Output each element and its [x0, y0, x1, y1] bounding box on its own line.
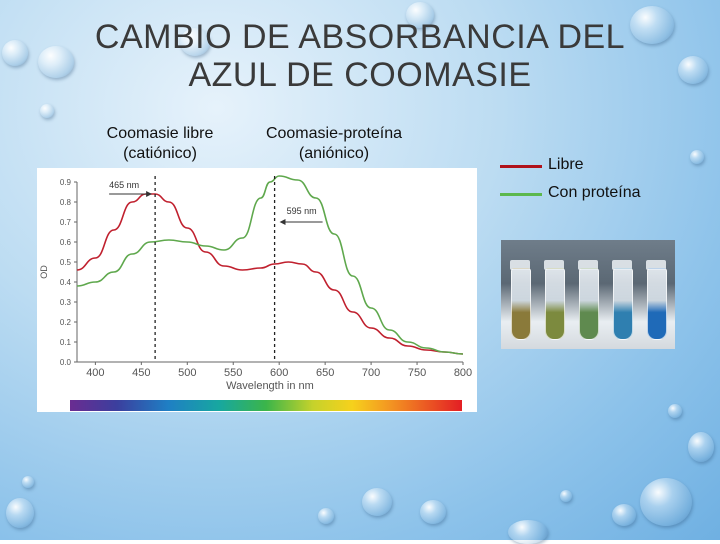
visible-spectrum-bar: [70, 400, 462, 411]
cuvette: [579, 268, 599, 340]
water-drop: [668, 404, 682, 418]
x-tick-label: 800: [454, 367, 472, 379]
label-free-coomassie: Coomasie libre (catiónico): [80, 124, 240, 164]
cuvette: [511, 268, 531, 340]
y-tick-label: 0.6: [60, 238, 72, 247]
x-tick-label: 700: [362, 367, 380, 379]
cuvette-cap: [510, 260, 530, 270]
water-drop: [678, 56, 708, 84]
x-tick-label: 500: [178, 367, 196, 379]
title-line-1: CAMBIO DE ABSORBANCIA DEL: [94, 18, 626, 56]
x-tick-label: 650: [316, 367, 334, 379]
water-drop: [612, 504, 636, 526]
water-drop: [38, 46, 74, 78]
cuvette: [647, 268, 667, 340]
water-drop: [40, 104, 54, 118]
label-free-line-2: (catiónico): [123, 145, 197, 162]
cuvette: [545, 268, 565, 340]
y-tick-label: 0.5: [60, 258, 72, 267]
y-tick-label: 0.1: [60, 338, 72, 347]
label-protein-coomassie: Coomasie-proteína (aniónico): [244, 124, 424, 164]
water-drop: [6, 498, 34, 528]
water-drop: [690, 150, 704, 164]
water-drop: [22, 476, 34, 488]
series-line-1: [76, 175, 464, 355]
water-drop: [508, 520, 548, 544]
cuvette-cap: [612, 260, 632, 270]
water-drop: [688, 432, 714, 462]
cuvettes-photo: [501, 240, 675, 349]
y-axis-label: OD: [39, 265, 49, 279]
water-drop: [362, 488, 392, 516]
absorbance-chart-svg: 0.0 0.1 0.2 0.3 0.4 0.5 0.6 0.7 0.8 0.9 400 450 500 5…: [39, 175, 472, 411]
slide-title: CAMBIO DE ABSORBANCIA DEL AZUL DE COOMAS…: [40, 18, 680, 94]
water-drop: [420, 500, 446, 524]
x-tick-label: 400: [86, 367, 104, 379]
water-drop: [180, 28, 210, 56]
water-drop: [630, 6, 674, 44]
x-tick-label: 450: [132, 367, 150, 379]
y-tick-label: 0.3: [60, 298, 72, 307]
legend-swatch-con-proteina: [500, 193, 542, 196]
y-tick-label: 0.4: [60, 278, 72, 287]
x-axis-label: Wavelength in nm: [226, 380, 314, 392]
legend-swatch-libre: [500, 165, 542, 168]
x-tick-label: 550: [224, 367, 242, 379]
peak-label-0: 465 nm: [109, 180, 139, 190]
cuvette-cap: [646, 260, 666, 270]
cuvette: [613, 268, 633, 340]
water-drop: [640, 478, 692, 526]
y-tick-label: 0.2: [60, 318, 72, 327]
water-drop: [560, 490, 572, 502]
label-protein-line-2: (aniónico): [298, 145, 370, 162]
y-tick-label: 0.8: [60, 198, 72, 207]
water-drop: [318, 508, 334, 524]
legend-label-con-proteina: Con proteína: [548, 184, 641, 201]
series-line-0: [76, 193, 464, 355]
x-tick-label: 600: [270, 367, 288, 379]
y-tick-label: 0.7: [60, 218, 72, 227]
label-free-line-1: Coomasie libre: [106, 125, 214, 142]
x-tick-label: 750: [408, 367, 426, 379]
y-tick-label: 0.9: [60, 178, 72, 187]
title-line-2: AZUL DE COOMASIE: [188, 56, 532, 94]
water-drop: [2, 40, 28, 66]
cuvette-cap: [544, 260, 564, 270]
legend-label-libre: Libre: [548, 156, 584, 173]
peak-label-1: 595 nm: [287, 206, 317, 216]
label-protein-line-1: Coomasie-proteína: [265, 125, 403, 142]
y-tick-label: 0.0: [60, 358, 72, 367]
water-drop: [406, 2, 434, 28]
absorbance-chart: 0.0 0.1 0.2 0.3 0.4 0.5 0.6 0.7 0.8 0.9 400 450 500 5…: [37, 168, 477, 412]
cuvette-cap: [578, 260, 598, 270]
